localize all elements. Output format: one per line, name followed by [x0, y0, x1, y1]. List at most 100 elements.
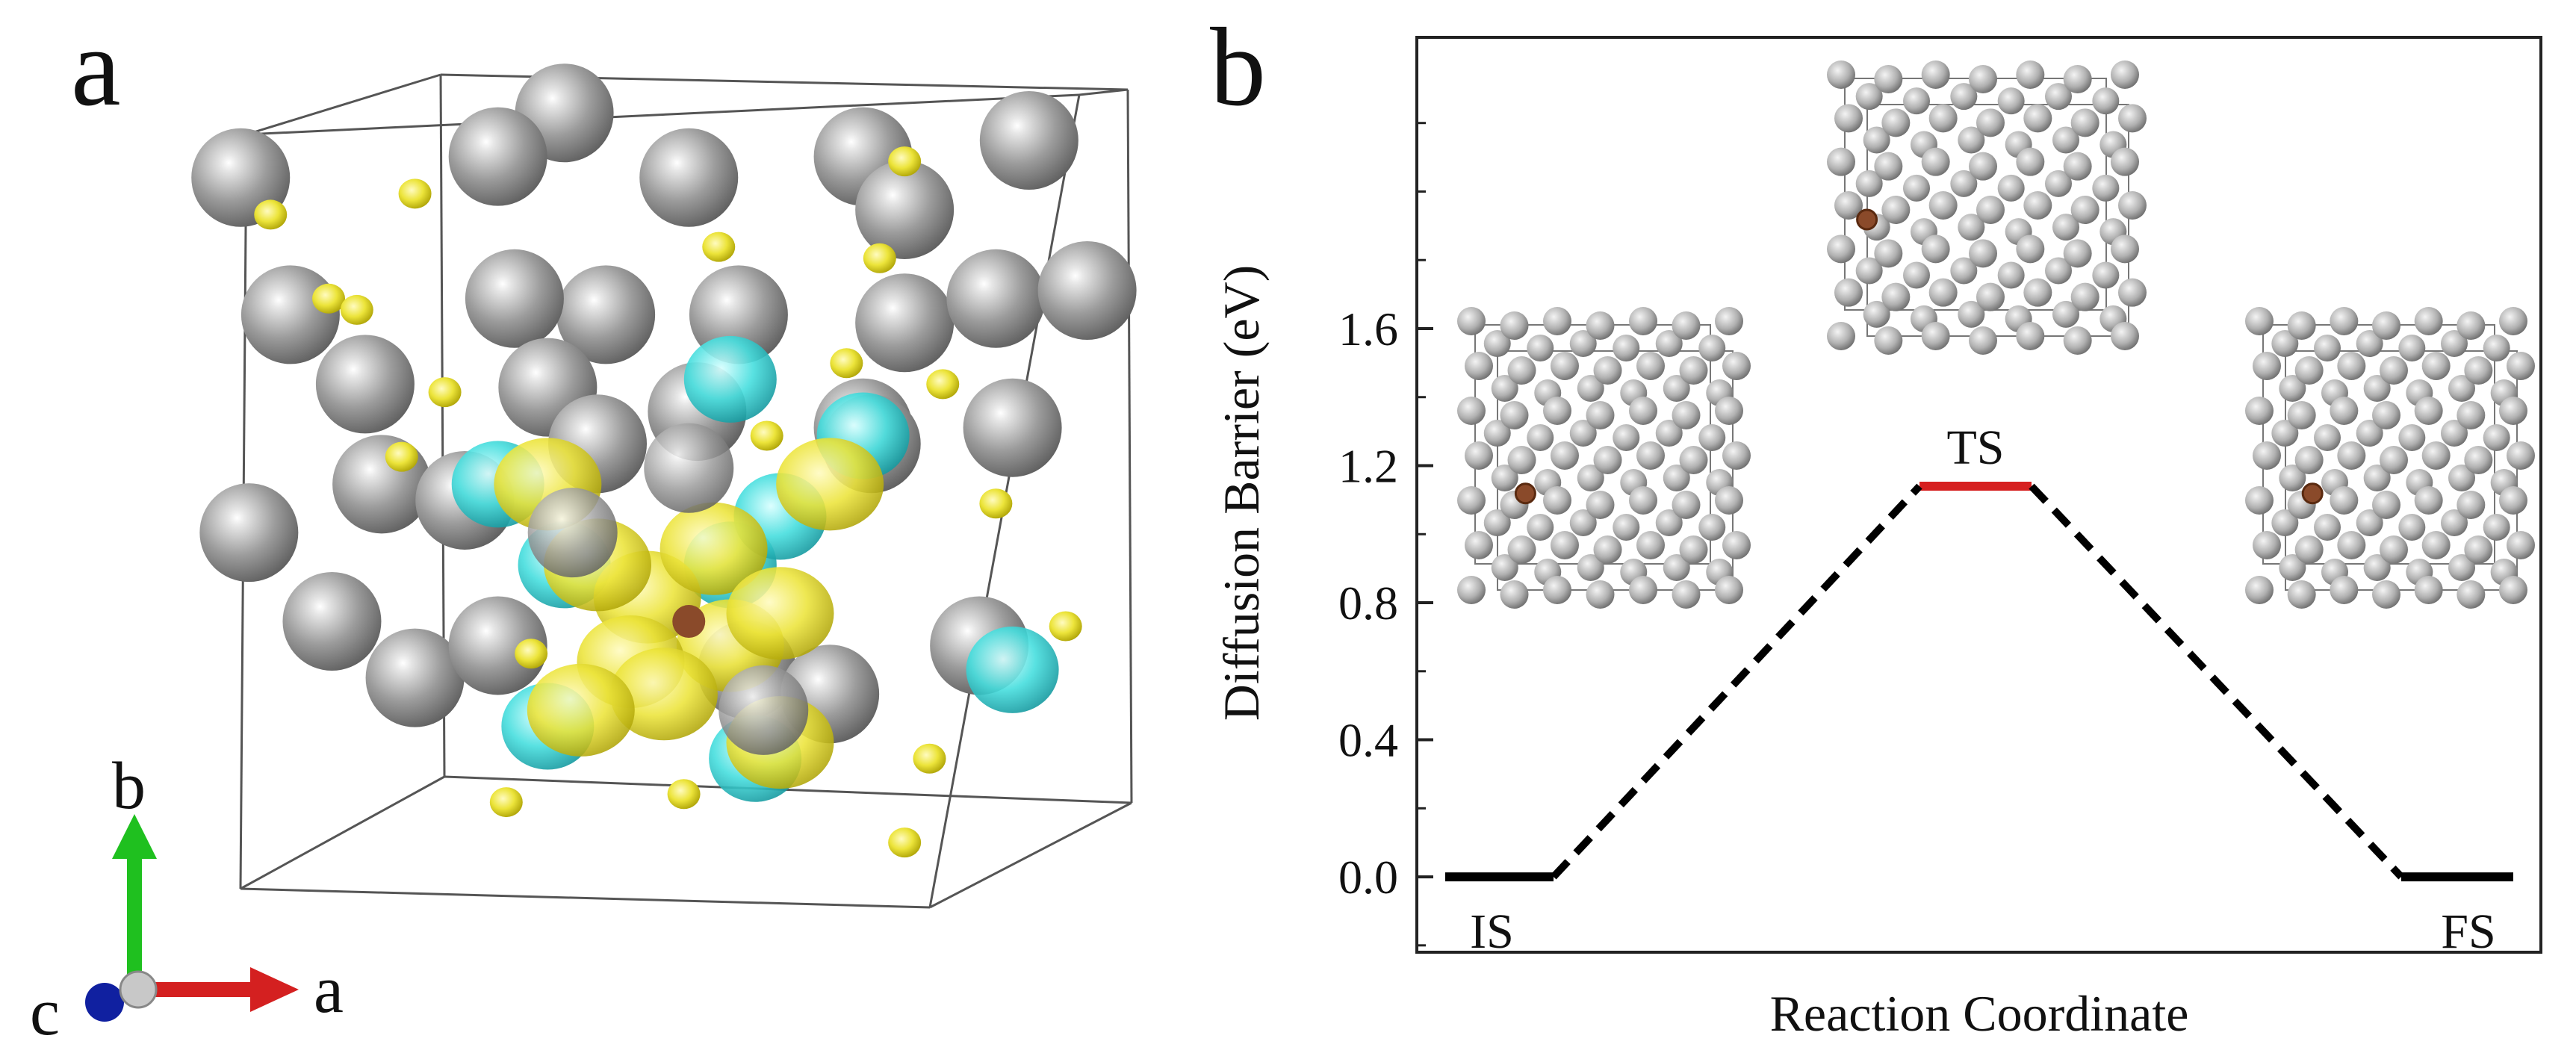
host-atom: [282, 572, 382, 671]
lattice-atom: [2294, 446, 2324, 474]
host-atom: [448, 107, 547, 206]
lattice-atom: [2356, 420, 2383, 447]
lattice-atom: [2287, 311, 2316, 340]
lattice-atom: [1679, 446, 1708, 474]
lattice-atom: [1855, 170, 1883, 197]
state-label-is: IS: [1470, 904, 1514, 959]
lattice-atom: [1950, 257, 1978, 285]
lattice-atom: [2045, 257, 2072, 285]
lattice-atom: [1874, 152, 1903, 181]
isosurface-lobe-positive: [312, 283, 346, 314]
isosurface-lobe-positive: [776, 438, 884, 531]
lattice-atom: [1457, 307, 1486, 335]
lattice-atom: [2507, 441, 2535, 470]
lattice-atom: [1698, 424, 1726, 451]
lattice-atom: [1672, 401, 1701, 429]
lattice-atom: [1655, 420, 1683, 447]
host-atom: [199, 483, 299, 583]
lattice-atom: [1722, 352, 1751, 380]
lattice-atom: [1483, 420, 1511, 447]
fs-structure-inset: [2245, 307, 2535, 609]
lattice-atom: [2052, 300, 2079, 328]
lattice-atom: [2414, 307, 2443, 335]
lattice-atom: [1863, 126, 1890, 154]
lattice-atom: [1997, 87, 2025, 115]
isosurface-lobe-positive: [979, 488, 1013, 519]
lattice-atom: [1457, 397, 1486, 425]
lattice-atom: [2245, 486, 2274, 515]
charge-density-structure: b a c: [30, 63, 1137, 1049]
isosurface-lobe-positive: [254, 199, 288, 230]
host-atom: [315, 335, 415, 434]
lattice-atom: [1958, 214, 1985, 241]
solute-atom: [1514, 482, 1536, 505]
lattice-atom: [1551, 352, 1579, 380]
isosurface-lobe-positive: [489, 787, 523, 818]
lattice-atom: [2287, 401, 2316, 429]
panel-b-label: b: [1210, 5, 1266, 129]
lattice-atom: [1569, 330, 1597, 357]
isosurface-lobe-positive: [888, 827, 922, 858]
host-atom: [527, 488, 618, 578]
lattice-atom: [2253, 352, 2281, 380]
lattice-atom: [2372, 311, 2400, 340]
lattice-atom: [1827, 322, 1855, 350]
lattice-atom: [2483, 514, 2510, 541]
lattice-atom: [1636, 352, 1665, 380]
lattice-atom: [1483, 330, 1511, 357]
lattice-atom: [1655, 330, 1683, 357]
lattice-atom: [1921, 322, 1950, 350]
isosurface-lobe-positive: [830, 348, 863, 379]
lattice-atom: [2464, 535, 2493, 564]
lattice-atom: [2118, 104, 2147, 133]
lattice-atom: [2016, 235, 2045, 264]
lattice-atom: [2330, 576, 2359, 604]
lattice-atom: [1672, 580, 1701, 609]
lattice-atom: [2245, 307, 2274, 335]
lattice-atom: [2045, 170, 2072, 197]
lattice-atom: [1551, 441, 1579, 470]
lattice-atom: [1543, 397, 1571, 425]
lattice-atom: [1679, 535, 1708, 564]
lattice-atom: [2271, 420, 2299, 447]
lattice-atom: [1698, 335, 1726, 361]
lattice-atom: [1457, 486, 1486, 515]
lattice-atom: [2330, 397, 2359, 425]
lattice-atom: [1569, 420, 1597, 447]
host-atom: [855, 273, 955, 373]
b-axis-arrowhead: [112, 814, 157, 859]
lattice-atom: [2118, 278, 2147, 307]
lattice-atom: [2016, 147, 2045, 176]
host-atom: [1037, 240, 1137, 340]
y-tick-label: 0.4: [1338, 714, 1398, 767]
lattice-atom: [1722, 441, 1751, 470]
lattice-atom: [1969, 239, 1997, 268]
lattice-atom: [1976, 282, 2005, 311]
lattice-atom: [2499, 576, 2527, 604]
lattice-atom: [2448, 554, 2475, 581]
path-segment: [2029, 483, 2404, 880]
lattice-atom: [2330, 486, 2359, 515]
lattice-atom: [2092, 174, 2120, 202]
host-atom: [556, 265, 656, 364]
isosurface-lobe-positive: [515, 639, 548, 669]
host-atom: [240, 265, 340, 364]
lattice-atom: [2111, 147, 2139, 176]
lattice-atom: [1715, 576, 1743, 604]
a-axis-arrowhead: [250, 967, 299, 1012]
lattice-atom: [2314, 335, 2341, 361]
lattice-atom: [1457, 576, 1486, 604]
lattice-atom: [2271, 330, 2299, 357]
lattice-atom: [2456, 311, 2486, 340]
lattice-atom: [2448, 465, 2475, 491]
lattice-atom: [1593, 446, 1622, 474]
y-axis-tick-labels: 0.0 0.4 0.8 1.2 1.6: [1338, 302, 1398, 904]
lattice-atom: [2118, 191, 2147, 220]
lattice-atom: [2380, 356, 2408, 385]
y-axis-title: Diffusion Barrier (eV): [1213, 265, 1270, 721]
lattice-atom: [2063, 152, 2092, 181]
lattice-atom: [2023, 191, 2052, 220]
lattice-atom: [1655, 509, 1683, 536]
b-axis-label: b: [112, 749, 146, 823]
